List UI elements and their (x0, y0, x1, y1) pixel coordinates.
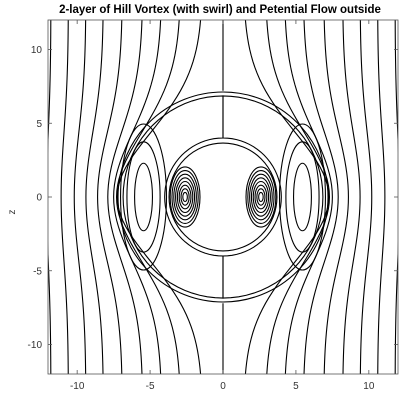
right-vortex-contour (247, 170, 275, 224)
chart-title: 2-layer of Hill Vortex (with swirl) and … (59, 4, 381, 16)
streamline (284, 20, 333, 374)
right-vortex-contour (249, 173, 273, 221)
x-tick-label: -5 (146, 381, 155, 392)
left-vortex-contour (173, 173, 197, 221)
streamline (85, 20, 104, 374)
inner-sphere-boundary (168, 142, 278, 252)
y-axis-label: z (7, 210, 18, 215)
left-ring-contour (120, 123, 168, 271)
left-vortex-contour (171, 170, 199, 224)
streamline (394, 20, 398, 374)
y-axis: 10 5 0 -5 -10 (28, 45, 398, 351)
outer-sphere-boundary (117, 91, 329, 303)
left-vortex-contour (175, 177, 196, 217)
y-tick-label: -5 (33, 266, 42, 277)
right-vortex-contour (254, 184, 268, 210)
plot-area (47, 19, 399, 375)
right-vortex-contour (256, 188, 266, 206)
streamline (116, 20, 202, 374)
streamline (73, 20, 87, 374)
x-tick-label: 10 (363, 381, 375, 392)
y-tick-label: -10 (28, 340, 43, 351)
left-ring-contour (134, 162, 154, 232)
streamline (303, 20, 339, 374)
right-vortex-contour (245, 166, 277, 228)
streamline (115, 20, 180, 374)
streamline (97, 20, 123, 374)
right-ring-contour (285, 141, 320, 253)
contour-lines (48, 20, 398, 374)
y-tick-label: 5 (36, 119, 42, 130)
left-vortex-contour (180, 188, 190, 206)
x-tick-label: 5 (293, 381, 299, 392)
streamline (359, 20, 373, 374)
right-ring-contour (292, 162, 312, 232)
right-vortex-contour (250, 177, 271, 217)
x-tick-label: 0 (220, 381, 226, 392)
right-ring-contour (278, 123, 326, 271)
streamline (60, 20, 69, 374)
x-axis: -10 -5 0 5 10 (70, 20, 375, 392)
y-tick-label: 0 (36, 193, 42, 204)
streamline (113, 20, 162, 374)
left-vortex-contour (169, 166, 201, 228)
streamline (377, 20, 386, 374)
streamline (107, 20, 143, 374)
streamline (266, 20, 331, 374)
left-vortex-contour (178, 184, 192, 210)
left-vortex-contour (182, 191, 188, 203)
streamline (342, 20, 361, 374)
left-vortex-contour (176, 180, 194, 214)
streamline (48, 20, 52, 374)
y-tick-label: 10 (31, 45, 43, 56)
right-vortex-contour (252, 180, 270, 214)
x-tick-label: -10 (70, 381, 85, 392)
right-ring-outer-contour (222, 95, 324, 299)
streamline (323, 20, 349, 374)
streamline (244, 20, 330, 374)
left-ring-contour (126, 141, 161, 253)
right-vortex-contour (258, 191, 264, 203)
